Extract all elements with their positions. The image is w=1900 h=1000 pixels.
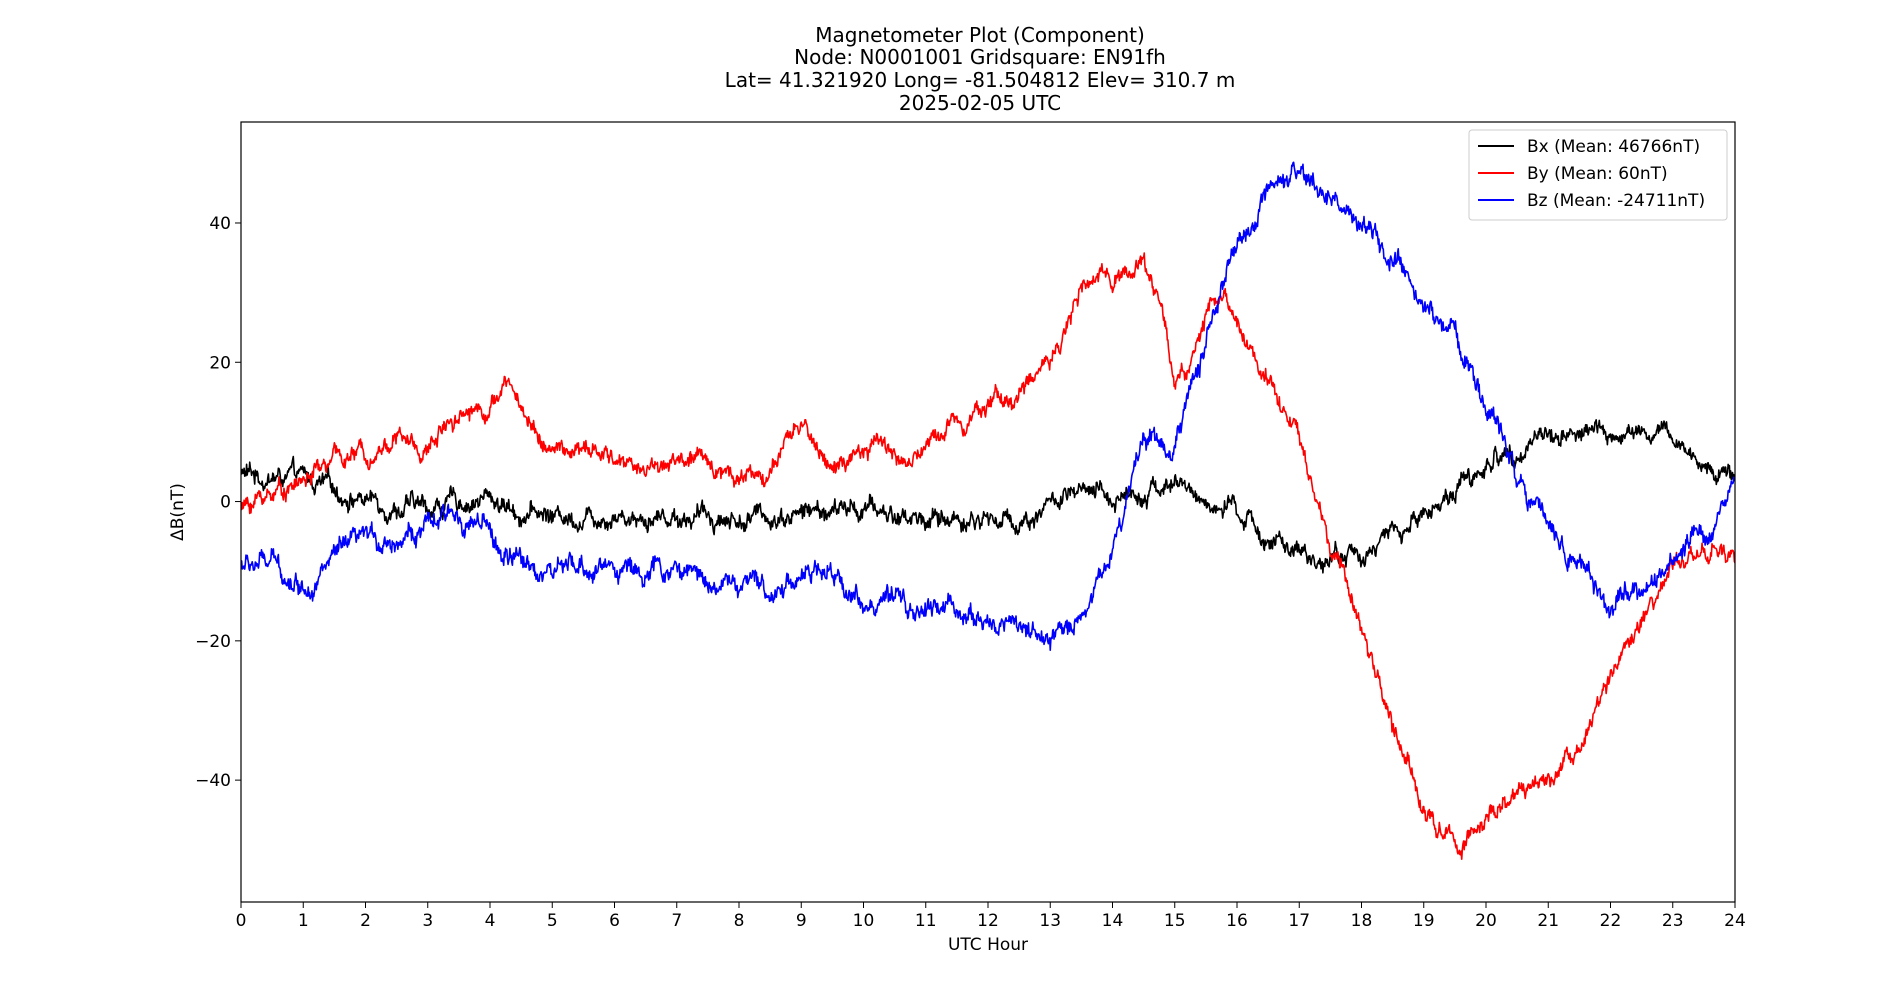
- chart-title: Magnetometer Plot (Component) Node: N000…: [725, 23, 1236, 115]
- x-tick-label: 5: [547, 911, 558, 931]
- chart-title-line-2: Node: N0001001 Gridsquare: EN91fh: [794, 45, 1166, 69]
- x-tick-label: 0: [236, 911, 247, 931]
- x-tick-label: 15: [1164, 911, 1186, 931]
- x-tick-label: 17: [1288, 911, 1310, 931]
- x-tick-label: 13: [1039, 911, 1061, 931]
- series-line-bx: [241, 419, 1735, 574]
- x-tick-label: 16: [1226, 911, 1248, 931]
- x-tick-label: 24: [1724, 911, 1746, 931]
- y-tick-label: −20: [195, 632, 231, 652]
- chart-title-line-4: 2025-02-05 UTC: [899, 91, 1061, 115]
- x-tick-label: 4: [485, 911, 496, 931]
- x-tick-label: 1: [298, 911, 309, 931]
- legend-label: By (Mean: 60nT): [1527, 164, 1668, 184]
- legend: Bx (Mean: 46766nT) By (Mean: 60nT) Bz (Mea…: [1468, 129, 1728, 221]
- y-tick-label: 20: [209, 353, 231, 373]
- x-tick-label: 19: [1413, 911, 1435, 931]
- x-tick-label: 12: [977, 911, 999, 931]
- chart-title-line-1: Magnetometer Plot (Component): [815, 23, 1145, 47]
- x-tick-label: 3: [422, 911, 433, 931]
- x-tick-label: 18: [1351, 911, 1373, 931]
- legend-label: Bz (Mean: -24711nT): [1527, 191, 1705, 211]
- x-tick-label: 2: [360, 911, 371, 931]
- x-tick-label: 23: [1662, 911, 1684, 931]
- x-tick-label: 14: [1102, 911, 1124, 931]
- x-tick-label: 6: [609, 911, 620, 931]
- x-tick-label: 11: [915, 911, 937, 931]
- x-axis: 0 1 2 3 4 5 6 7 8 9 10 11 12 13 14 15 16 17 18 19 20 21 22 23 24: [236, 902, 1746, 931]
- x-tick-label: 21: [1537, 911, 1559, 931]
- x-tick-label: 20: [1475, 911, 1497, 931]
- y-axis: −40 −20 0 20 40: [195, 214, 241, 791]
- y-tick-label: 40: [209, 214, 231, 234]
- x-axis-label: UTC Hour: [948, 935, 1028, 955]
- x-tick-label: 10: [853, 911, 875, 931]
- x-tick-label: 8: [734, 911, 745, 931]
- y-tick-label: −40: [195, 771, 231, 791]
- y-axis-label: ΔB(nT): [168, 483, 188, 541]
- legend-box: [1468, 129, 1728, 221]
- series-line-bz: [241, 161, 1735, 652]
- series-layer: [241, 161, 1735, 860]
- x-tick-label: 9: [796, 911, 807, 931]
- x-tick-label: 7: [671, 911, 682, 931]
- y-tick-label: 0: [220, 493, 231, 513]
- x-tick-label: 22: [1600, 911, 1622, 931]
- chart-title-line-3: Lat= 41.321920 Long= -81.504812 Elev= 31…: [725, 68, 1236, 92]
- series-line-by: [241, 252, 1735, 860]
- legend-label: Bx (Mean: 46766nT): [1527, 137, 1700, 157]
